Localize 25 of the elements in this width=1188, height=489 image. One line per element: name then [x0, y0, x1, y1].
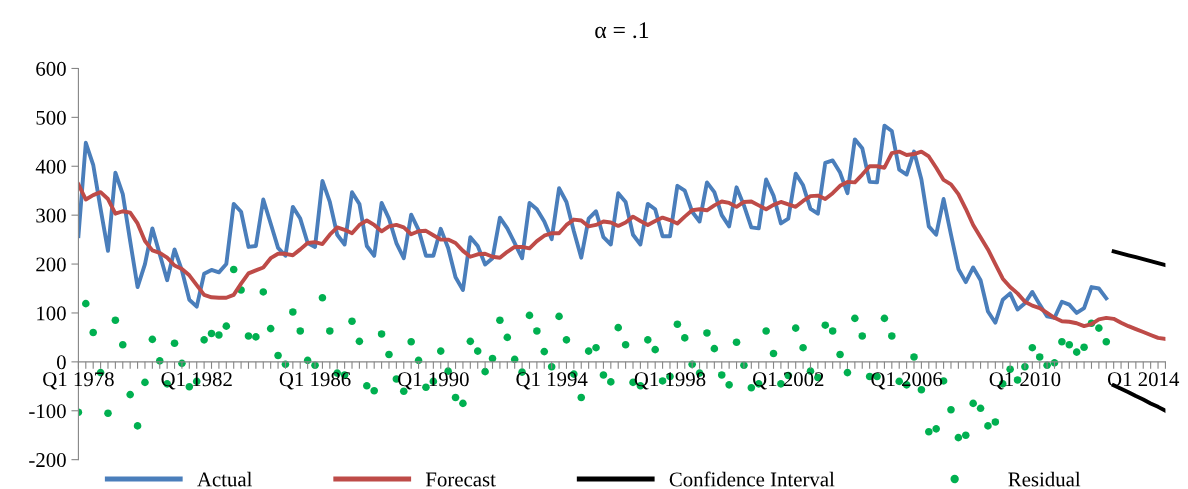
x-tick-label: Q1 1982	[161, 372, 232, 390]
x-tick-label: Q1 1978	[43, 372, 114, 390]
line-series	[78, 123, 1109, 325]
legend-label: Forecast	[425, 472, 496, 487]
x-tick-label: Q1 2006	[871, 372, 943, 390]
x-tick-label: Q1 1990	[398, 372, 469, 390]
y-tick-label: 0	[56, 355, 66, 370]
y-tick-label: 400	[35, 159, 66, 174]
legend-label: Actual	[197, 471, 253, 487]
y-tick-label: 100	[37, 306, 66, 321]
x-tick-label: Q1 1986	[279, 372, 351, 390]
y-tick-label: 600	[36, 61, 66, 76]
legend-label: Confidence Interval	[669, 471, 835, 487]
y-tick-label: -100	[29, 404, 66, 419]
x-tick-label: Q1 1998	[634, 372, 706, 390]
y-tick-label: -200	[29, 453, 66, 468]
y-tick-label: 200	[36, 257, 66, 272]
y-tick-label: 500	[36, 110, 66, 125]
legend-label: Residual	[1008, 471, 1081, 487]
line-series	[1111, 249, 1166, 267]
x-tick-label: Q1 2010	[989, 372, 1061, 390]
x-tick-label: Q1 1994	[516, 372, 588, 390]
line-series	[78, 149, 1166, 341]
chart-title: α = .1	[595, 22, 649, 39]
y-tick-label: 300	[36, 208, 66, 223]
